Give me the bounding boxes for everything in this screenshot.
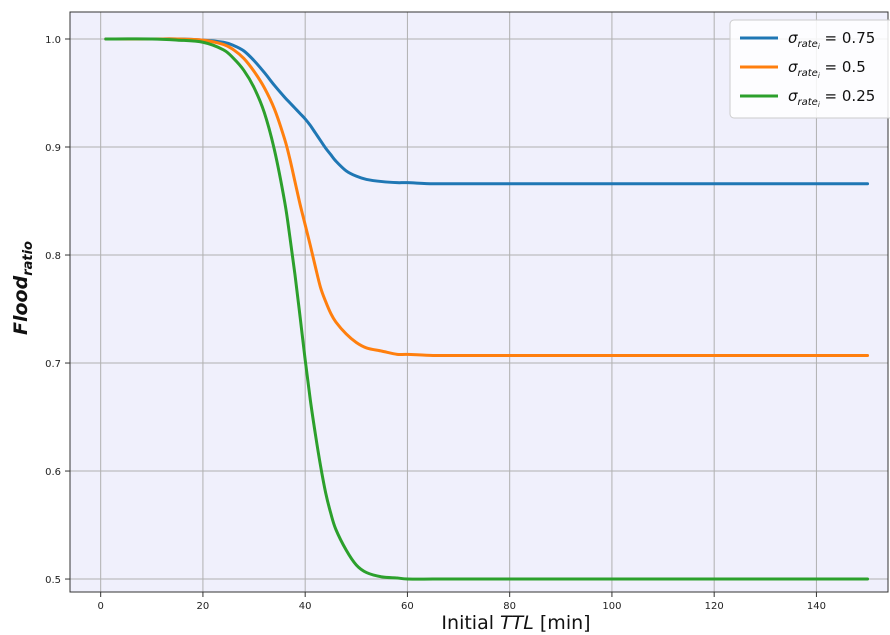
legend-label: σratei = 0.75 — [788, 29, 875, 51]
legend-label-subscript: rate — [798, 68, 818, 79]
legend-label-symbol: σ — [788, 87, 798, 105]
x-tick-label: 80 — [503, 601, 516, 612]
x-axis-title-italic: TTL — [500, 612, 534, 634]
x-tick-label: 0 — [97, 601, 103, 612]
x-tick-label: 140 — [807, 601, 826, 612]
legend-label-value: = 0.5 — [820, 58, 866, 76]
x-tick-label: 20 — [197, 601, 210, 612]
legend-label-subscript: rate — [798, 97, 818, 108]
x-tick-label: 40 — [299, 601, 312, 612]
y-tick-label: 0.8 — [45, 251, 61, 262]
y-axis-title-main: Flood — [10, 275, 32, 335]
x-axis-title-prefix: Initial — [441, 612, 500, 634]
y-tick-label: 1.0 — [45, 35, 61, 46]
legend-box — [729, 19, 890, 119]
series-line — [104, 37, 870, 186]
x-axis-title: Initial TTL [min] — [441, 612, 590, 634]
series-line — [104, 37, 870, 358]
y-tick-label: 0.7 — [45, 359, 61, 370]
y-axis-title-subscript: ratio — [21, 241, 36, 276]
legend-label-subsub: i — [818, 43, 820, 51]
y-tick-label: 0.9 — [45, 143, 61, 154]
series-lines — [104, 37, 870, 581]
legend-label-value: = 0.25 — [820, 87, 876, 105]
legend-label-subsub: i — [818, 101, 820, 109]
y-axis-title: Floodratio — [10, 241, 36, 335]
x-axis-title-suffix: [min] — [534, 612, 591, 634]
x-tick-label: 100 — [602, 601, 621, 612]
plot-frame — [69, 11, 889, 593]
legend-label-symbol: σ — [788, 29, 798, 47]
x-tick-label: 60 — [401, 601, 414, 612]
legend-label-subsub: i — [818, 72, 820, 80]
y-axis-ticks: 0.5 0.6 0.7 0.8 0.9 1.0 — [45, 35, 70, 586]
x-tick-label: 120 — [705, 601, 724, 612]
legend-label-subscript: rate — [798, 39, 818, 50]
y-tick-label: 0.5 — [45, 575, 61, 586]
legend-label: σratei = 0.25 — [788, 87, 875, 109]
legend-label-symbol: σ — [788, 58, 798, 76]
series-line — [104, 37, 870, 581]
y-tick-label: 0.6 — [45, 467, 61, 478]
legend-label-value: = 0.75 — [820, 29, 876, 47]
x-axis-ticks: 0 20 40 60 80 100 120 140 — [97, 592, 826, 612]
legend-label: σratei = 0.5 — [788, 58, 866, 80]
